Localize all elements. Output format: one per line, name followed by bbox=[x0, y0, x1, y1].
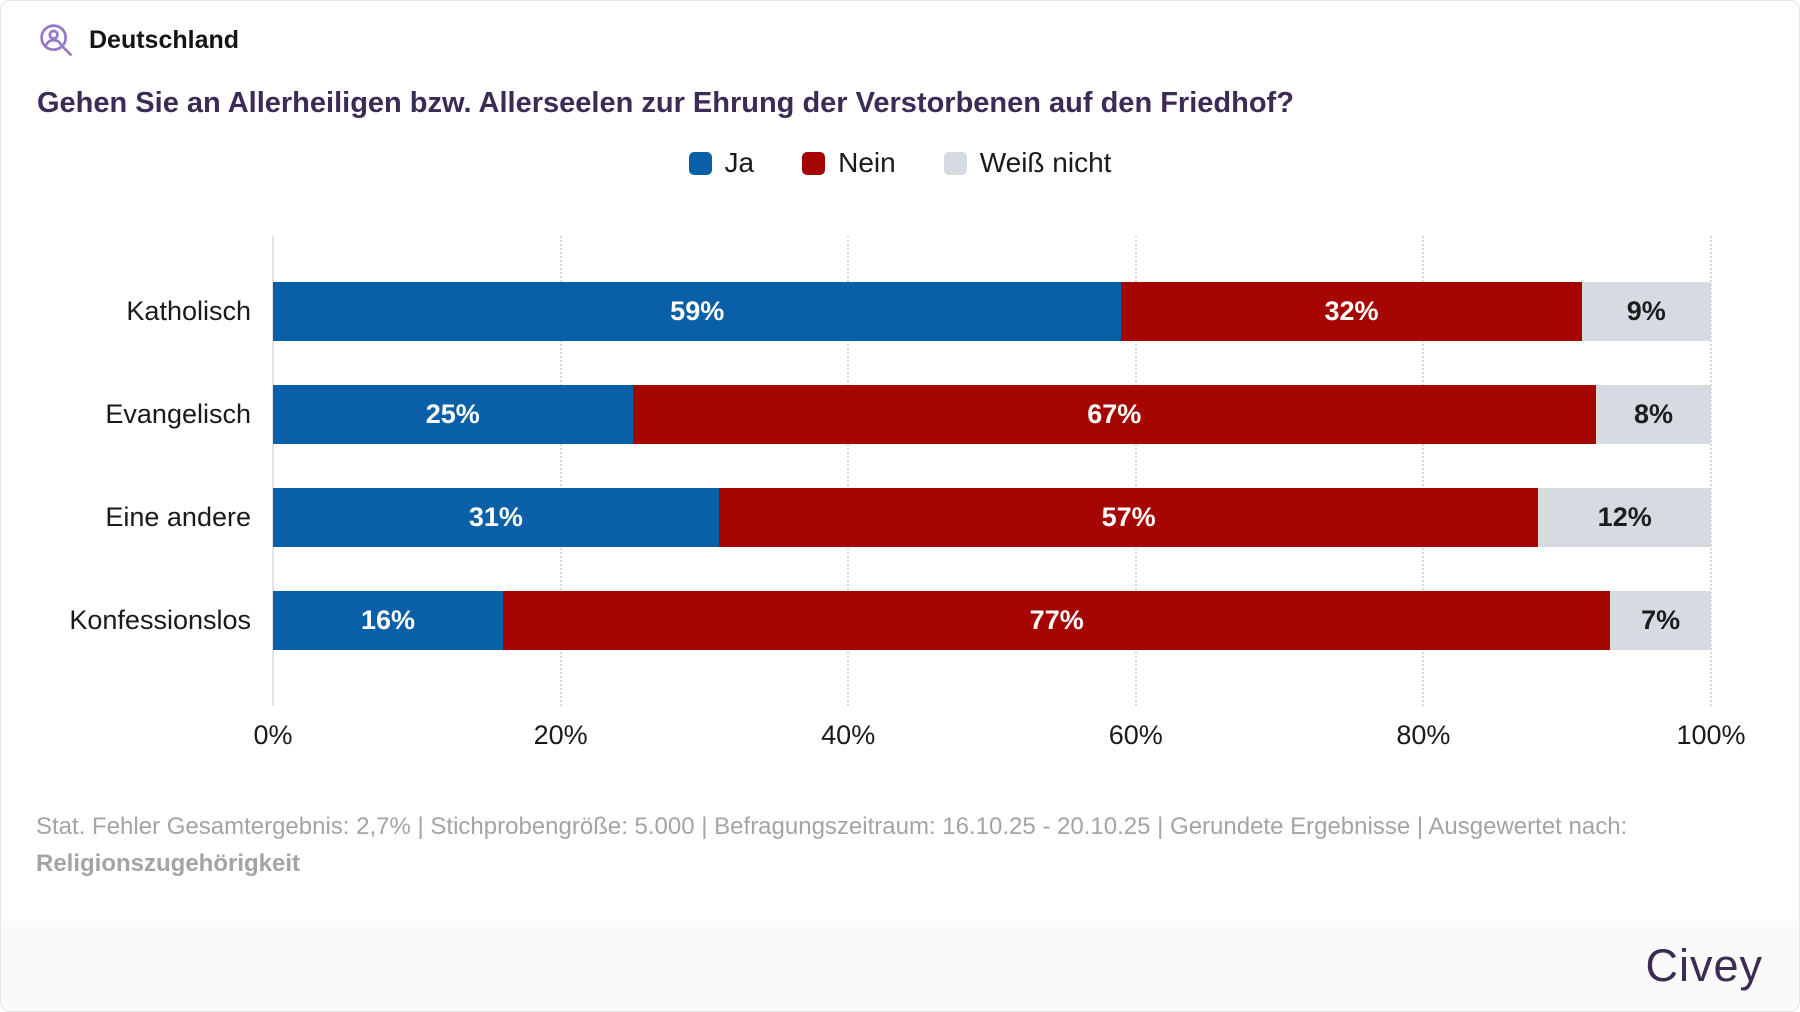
segment-value-label: 7% bbox=[1641, 605, 1681, 635]
bar-row: 59% 32% 9% bbox=[273, 282, 1711, 341]
gridline-100 bbox=[1710, 236, 1712, 706]
legend-label: Weiß nicht bbox=[979, 147, 1112, 178]
category-label: Konfessionslos bbox=[69, 605, 251, 635]
bar-segment-ja: 59% bbox=[273, 282, 1122, 341]
segment-value-label: 77% bbox=[1029, 605, 1084, 635]
bar-row: 16% 77% 7% bbox=[273, 591, 1711, 650]
x-tick-label: 20% bbox=[533, 720, 588, 750]
bar-segment-nein: 32% bbox=[1121, 282, 1582, 341]
segment-value-label: 31% bbox=[468, 502, 523, 532]
region-label: Deutschland bbox=[89, 26, 240, 54]
gridline-40 bbox=[847, 236, 850, 706]
x-tick-label: 80% bbox=[1396, 720, 1451, 750]
bar-segment-wei-nicht: 9% bbox=[1581, 282, 1711, 341]
legend-swatch bbox=[802, 151, 826, 175]
segment-value-label: 25% bbox=[425, 399, 480, 429]
legend-label: Nein bbox=[838, 147, 896, 178]
legend-item-wei-nicht[interactable]: Weiß nicht bbox=[943, 147, 1112, 179]
bar-segment-nein: 57% bbox=[718, 488, 1539, 547]
segment-value-label: 16% bbox=[361, 605, 416, 635]
bar-row: 25% 67% 8% bbox=[273, 385, 1711, 444]
bar-segment-ja: 16% bbox=[273, 591, 504, 650]
bar-segment-wei-nicht: 7% bbox=[1610, 591, 1711, 650]
survey-stats-line: Stat. Fehler Gesamtergebnis: 2,7% | Stic… bbox=[36, 813, 1628, 840]
x-axis: 0% 20% 40% 60% 80% 100% bbox=[253, 720, 1745, 760]
x-tick-label: 100% bbox=[1676, 720, 1746, 750]
bar-segment-wei-nicht: 12% bbox=[1538, 488, 1711, 547]
gridline-60 bbox=[1134, 236, 1137, 706]
civey-logo: Civey bbox=[1645, 940, 1763, 991]
segment-value-label: 32% bbox=[1324, 296, 1379, 326]
bar-segment-nein: 77% bbox=[503, 591, 1611, 650]
segment-value-label: 8% bbox=[1633, 399, 1673, 429]
segment-value-label: 67% bbox=[1087, 399, 1142, 429]
gridline-0 bbox=[272, 236, 274, 706]
gridline-20 bbox=[559, 236, 562, 706]
category-label: Evangelisch bbox=[105, 399, 251, 429]
bar-segment-ja: 31% bbox=[273, 488, 719, 547]
chart-legend: Ja Nein Weiß nicht bbox=[1, 147, 1799, 179]
segment-value-label: 57% bbox=[1101, 502, 1156, 532]
segment-value-label: 12% bbox=[1597, 502, 1652, 532]
person-magnifier-icon bbox=[40, 24, 72, 56]
segment-value-label: 59% bbox=[670, 296, 725, 326]
segment-value-label: 9% bbox=[1626, 296, 1666, 326]
x-tick-label: 40% bbox=[821, 720, 876, 750]
question-title: Gehen Sie an Allerheiligen bzw. Allersee… bbox=[37, 87, 1294, 119]
survey-stats-breakdown: Religionszugehörigkeit bbox=[36, 850, 301, 877]
plot-area: 59% 32% 9% 25% 67% 8% 31% 57% 12% 16% 77% 7% bbox=[272, 236, 1712, 706]
bar-segment-nein: 67% bbox=[632, 385, 1596, 444]
bar-segment-ja: 25% bbox=[273, 385, 633, 444]
legend-label: Ja bbox=[724, 147, 755, 178]
brand-band: Civey bbox=[1, 921, 1799, 1011]
x-tick-label: 0% bbox=[253, 720, 293, 750]
legend-swatch bbox=[688, 151, 712, 175]
category-label: Eine andere bbox=[105, 502, 251, 532]
legend-swatch bbox=[943, 151, 967, 175]
legend-item-nein[interactable]: Nein bbox=[802, 147, 896, 179]
bar-row: 31% 57% 12% bbox=[273, 488, 1711, 547]
gridline-80 bbox=[1422, 236, 1425, 706]
legend-item-ja[interactable]: Ja bbox=[688, 147, 755, 179]
x-tick-label: 60% bbox=[1108, 720, 1163, 750]
category-label: Katholisch bbox=[126, 296, 251, 326]
bar-segment-wei-nicht: 8% bbox=[1595, 385, 1711, 444]
